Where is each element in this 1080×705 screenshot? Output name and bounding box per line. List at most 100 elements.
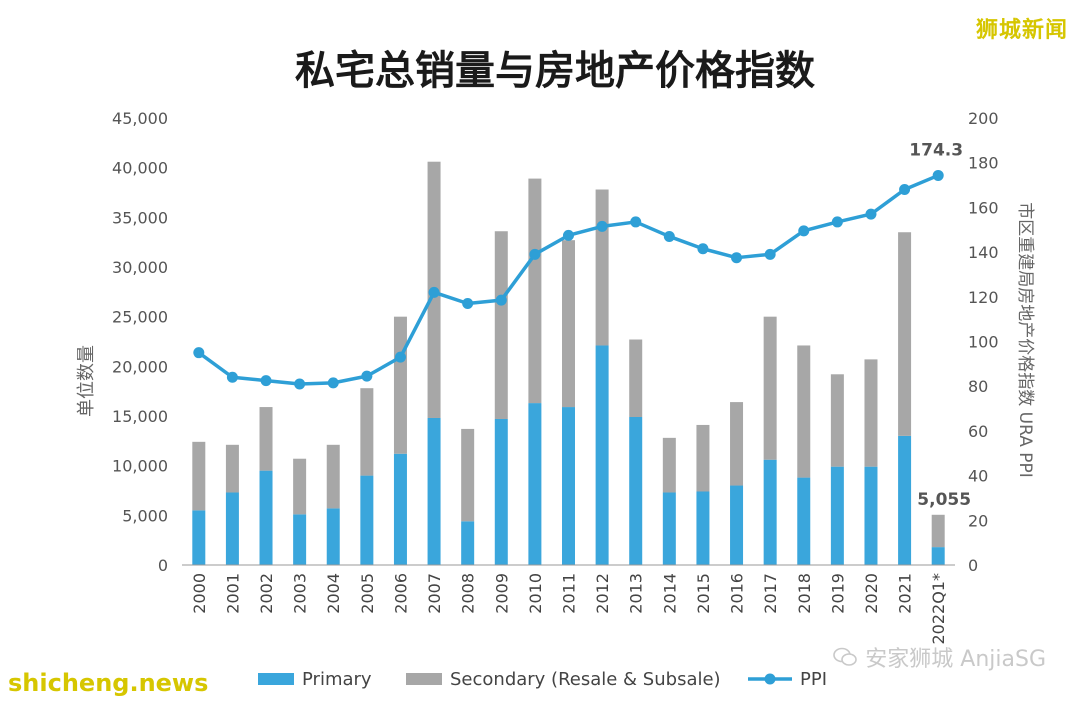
ppi-point	[495, 294, 507, 306]
x-tick-label: 2014	[660, 573, 679, 614]
ppi-point	[831, 216, 843, 228]
bar-secondary	[629, 339, 643, 417]
ppi-point	[663, 230, 675, 242]
y-right-tick-label: 100	[968, 333, 999, 352]
ppi-point	[361, 370, 373, 382]
ppi-point	[899, 184, 911, 196]
bar-primary	[225, 492, 239, 565]
y-right-tick-label: 160	[968, 198, 999, 217]
y-right-tick-label: 0	[968, 556, 978, 575]
bar-secondary	[730, 402, 744, 486]
ppi-point	[327, 377, 339, 389]
x-axis-ticks: 2000 2001 2002 2003 2004 2005 2006 2007 2008 2009…	[190, 573, 948, 645]
ppi-point	[596, 220, 608, 232]
y-left-tick-label: 0	[158, 556, 168, 575]
bar-secondary	[326, 444, 340, 509]
x-tick-label: 2008	[459, 573, 478, 614]
y-right-tick-label: 60	[968, 422, 988, 441]
ppi-point	[260, 375, 272, 387]
wechat-icon	[833, 647, 858, 666]
bar-primary	[528, 403, 542, 565]
ppi-point	[764, 248, 776, 260]
bar-secondary	[393, 316, 407, 454]
y-axis-left: 0 5,000 10,000 15,000 20,000 25,000 30,000 35,0…	[112, 109, 168, 575]
x-tick-label: 2009	[492, 573, 511, 614]
y-left-tick-label: 40,000	[112, 159, 168, 178]
ppi-point	[697, 243, 709, 255]
bar-primary	[293, 514, 307, 565]
y-right-tick-label: 180	[968, 154, 999, 173]
bar-primary	[898, 435, 912, 565]
bar-primary	[595, 345, 609, 565]
x-tick-label: 2006	[391, 573, 410, 614]
ppi-point	[226, 371, 238, 383]
x-tick-label: 2010	[526, 573, 545, 614]
bar-primary	[629, 416, 643, 565]
y-left-tick-label: 10,000	[112, 457, 168, 476]
bar-secondary	[225, 444, 239, 493]
x-tick-label: 2019	[828, 573, 847, 614]
watermark-bottom-left: shicheng.news	[8, 669, 209, 697]
ppi-point	[731, 252, 743, 264]
bar-secondary	[494, 231, 508, 419]
watermark-top-right: 狮城新闻	[975, 18, 1068, 43]
y-right-tick-label: 140	[968, 243, 999, 262]
bar-primary	[797, 477, 811, 565]
bar-primary	[259, 470, 273, 565]
y-axis-right-label: 市区重建局房地产价格指数 URA PPI	[1015, 202, 1035, 478]
bar-primary	[393, 453, 407, 565]
x-tick-label: 2020	[862, 573, 881, 614]
bar-secondary	[360, 388, 374, 476]
y-right-tick-label: 120	[968, 288, 999, 307]
y-left-tick-label: 45,000	[112, 109, 168, 128]
bar-secondary	[259, 407, 273, 471]
bar-primary	[360, 475, 374, 565]
ppi-point	[529, 248, 541, 260]
ppi-point	[563, 229, 574, 241]
y-right-tick-label: 200	[968, 109, 999, 128]
ppi-point	[630, 216, 642, 228]
x-tick-label: 2017	[761, 573, 780, 614]
y-right-tick-label: 40	[968, 467, 988, 486]
x-tick-label: 2021	[896, 573, 915, 614]
y-right-tick-label: 20	[968, 511, 988, 530]
x-tick-label: 2001	[223, 573, 242, 614]
bar-secondary	[696, 424, 710, 492]
x-tick-label: 2016	[728, 573, 747, 614]
bar-primary	[830, 466, 844, 565]
legend-label-ppi: PPI	[800, 669, 827, 690]
legend-label-secondary: Secondary (Resale & Subsale)	[450, 669, 721, 690]
legend-swatch-primary	[258, 673, 294, 685]
x-tick-label: 2011	[560, 573, 579, 614]
bar-secondary	[864, 359, 878, 467]
y-left-tick-label: 35,000	[112, 208, 168, 227]
x-tick-label: 2000	[190, 573, 209, 614]
bar-secondary	[931, 514, 945, 548]
ppi-point	[865, 208, 877, 220]
x-tick-label: 2022Q1*	[929, 573, 948, 645]
y-left-tick-label: 25,000	[112, 308, 168, 327]
ppi-point	[462, 298, 474, 310]
bar-primary	[494, 418, 508, 565]
y-axis-right: 0 20 40 60 80 100 120 140 160 180 200	[968, 109, 999, 575]
bar-secondary	[830, 374, 844, 467]
bar-primary	[696, 491, 710, 565]
y-right-tick-label: 80	[968, 377, 988, 396]
y-axis-left-label: 单位数量	[76, 345, 97, 417]
bar-secondary	[763, 316, 777, 460]
bar-secondary	[461, 428, 475, 522]
ppi-point	[798, 225, 810, 237]
bar-primary	[864, 466, 878, 565]
x-tick-label: 2004	[324, 573, 343, 614]
y-left-tick-label: 15,000	[112, 407, 168, 426]
y-left-tick-label: 20,000	[112, 357, 168, 376]
x-tick-label: 2015	[694, 573, 713, 614]
bar-primary	[461, 521, 475, 565]
bar-primary	[763, 459, 777, 565]
bar-primary	[931, 547, 945, 565]
bar-secondary	[192, 441, 206, 511]
ppi-point	[932, 169, 944, 181]
bar-secondary	[562, 240, 575, 408]
bar-primary	[662, 492, 676, 565]
